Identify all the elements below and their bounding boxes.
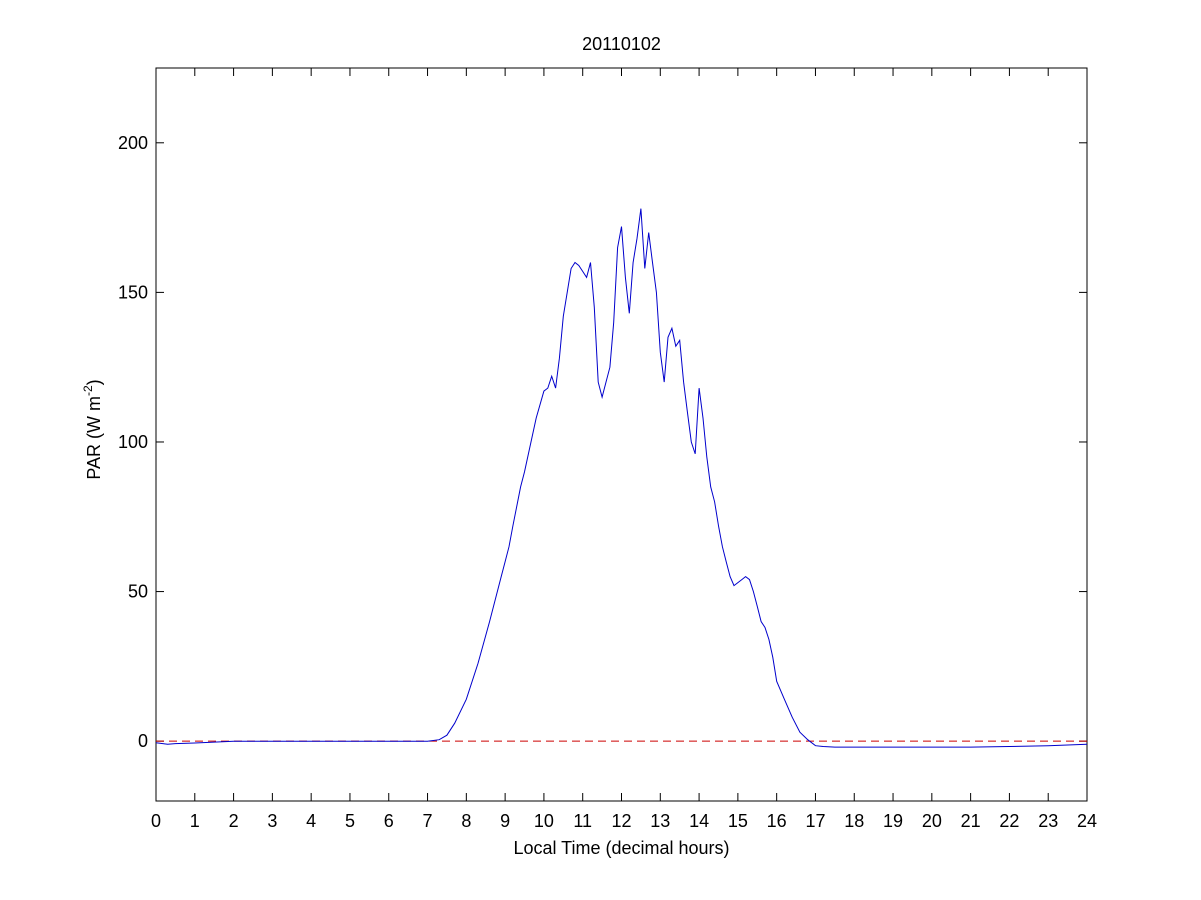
y-axis-label-close: ): [84, 379, 104, 385]
x-tick-label: 21: [961, 811, 981, 831]
y-tick-label: 200: [118, 133, 148, 153]
x-tick-label: 8: [461, 811, 471, 831]
y-tick-label: 50: [128, 582, 148, 602]
x-tick-label: 12: [611, 811, 631, 831]
x-tick-label: 14: [689, 811, 709, 831]
x-tick-label: 18: [844, 811, 864, 831]
y-axis-label: PAR (W m-2): [81, 379, 104, 479]
x-tick-label: 23: [1038, 811, 1058, 831]
x-tick-label: 17: [805, 811, 825, 831]
y-tick-label: 0: [138, 731, 148, 751]
plot-area: [155, 67, 1088, 802]
x-tick-label: 5: [345, 811, 355, 831]
y-tick-label: 100: [118, 432, 148, 452]
x-axis-label: Local Time (decimal hours): [513, 838, 729, 858]
x-tick-label: 2: [229, 811, 239, 831]
chart-title: 20110102: [582, 34, 661, 54]
x-tick-label: 19: [883, 811, 903, 831]
x-tick-label: 0: [151, 811, 161, 831]
x-tick-label: 1: [190, 811, 200, 831]
x-tick-label: 3: [267, 811, 277, 831]
x-tick-label: 9: [500, 811, 510, 831]
y-axis-label-main: PAR (W m: [84, 396, 104, 480]
x-tick-label: 13: [650, 811, 670, 831]
par-series-line: [155, 208, 1088, 748]
x-tick-label: 20: [922, 811, 942, 831]
x-tick-label: 22: [999, 811, 1019, 831]
x-tick-label: 6: [384, 811, 394, 831]
x-tick-label: 15: [728, 811, 748, 831]
x-tick-label: 24: [1077, 811, 1097, 831]
y-tick-label: 150: [118, 282, 148, 302]
axis-tick-labels: 0 1 2 3 4 5 6 7 8 9 10 11 12 13 14 15 16 17 18 19 20 21 22 23 24…: [118, 133, 1097, 831]
y-axis-label-superscript: -2: [81, 385, 95, 396]
x-tick-label: 10: [534, 811, 554, 831]
axis-ticks: [155, 68, 1088, 801]
x-tick-label: 4: [306, 811, 316, 831]
x-tick-label: 7: [423, 811, 433, 831]
x-tick-label: 11: [573, 811, 592, 831]
x-tick-label: 16: [767, 811, 787, 831]
